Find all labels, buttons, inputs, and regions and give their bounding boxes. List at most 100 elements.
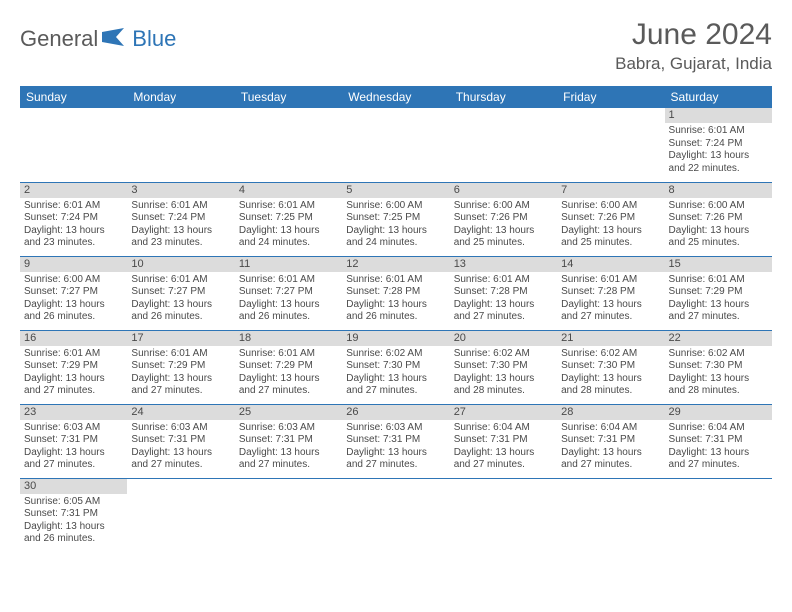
day-number: 14: [557, 257, 664, 272]
sunset-line: Sunset: 7:31 PM: [561, 434, 660, 447]
day-number-empty: [342, 479, 449, 494]
daylight-line: Daylight: 13 hours and 27 minutes.: [239, 373, 338, 398]
day-number-empty: [127, 479, 234, 494]
day-number: 29: [665, 405, 772, 420]
sunrise-line: Sunrise: 6:01 AM: [669, 125, 768, 138]
sunset-line: Sunset: 7:24 PM: [669, 138, 768, 151]
daylight-line: Daylight: 13 hours and 22 minutes.: [669, 150, 768, 175]
calendar-cell: 26Sunrise: 6:03 AMSunset: 7:31 PMDayligh…: [342, 404, 449, 478]
day-body: Sunrise: 6:02 AMSunset: 7:30 PMDaylight:…: [665, 346, 772, 400]
day-number-empty: [665, 479, 772, 494]
logo-text-general: General: [20, 26, 98, 52]
day-number-empty: [557, 479, 664, 494]
day-number: 2: [20, 183, 127, 198]
sunrise-line: Sunrise: 6:00 AM: [561, 200, 660, 213]
day-body: Sunrise: 6:04 AMSunset: 7:31 PMDaylight:…: [557, 420, 664, 474]
daylight-line: Daylight: 13 hours and 26 minutes.: [131, 299, 230, 324]
daylight-line: Daylight: 13 hours and 27 minutes.: [669, 299, 768, 324]
day-number-empty: [127, 108, 234, 123]
sunset-line: Sunset: 7:31 PM: [454, 434, 553, 447]
daylight-line: Daylight: 13 hours and 27 minutes.: [239, 447, 338, 472]
sunset-line: Sunset: 7:26 PM: [669, 212, 768, 225]
day-number: 12: [342, 257, 449, 272]
day-number-empty: [450, 108, 557, 123]
daylight-line: Daylight: 13 hours and 28 minutes.: [669, 373, 768, 398]
daylight-line: Daylight: 13 hours and 25 minutes.: [454, 225, 553, 250]
header: General Blue June 2024 Babra, Gujarat, I…: [20, 18, 772, 74]
calendar-cell: 29Sunrise: 6:04 AMSunset: 7:31 PMDayligh…: [665, 404, 772, 478]
daylight-line: Daylight: 13 hours and 26 minutes.: [24, 521, 123, 546]
calendar-week: 1Sunrise: 6:01 AMSunset: 7:24 PMDaylight…: [20, 108, 772, 182]
sunrise-line: Sunrise: 6:01 AM: [24, 348, 123, 361]
sunrise-line: Sunrise: 6:02 AM: [454, 348, 553, 361]
sunrise-line: Sunrise: 6:01 AM: [561, 274, 660, 287]
day-number: 1: [665, 108, 772, 123]
calendar-cell: 11Sunrise: 6:01 AMSunset: 7:27 PMDayligh…: [235, 256, 342, 330]
day-body: Sunrise: 6:04 AMSunset: 7:31 PMDaylight:…: [450, 420, 557, 474]
day-number: 9: [20, 257, 127, 272]
sunset-line: Sunset: 7:30 PM: [454, 360, 553, 373]
calendar-cell: 3Sunrise: 6:01 AMSunset: 7:24 PMDaylight…: [127, 182, 234, 256]
day-body: Sunrise: 6:01 AMSunset: 7:27 PMDaylight:…: [127, 272, 234, 326]
day-body: Sunrise: 6:01 AMSunset: 7:29 PMDaylight:…: [20, 346, 127, 400]
sunrise-line: Sunrise: 6:01 AM: [454, 274, 553, 287]
calendar-week: 30Sunrise: 6:05 AMSunset: 7:31 PMDayligh…: [20, 478, 772, 552]
day-number: 13: [450, 257, 557, 272]
daylight-line: Daylight: 13 hours and 28 minutes.: [561, 373, 660, 398]
calendar-cell: [342, 478, 449, 552]
calendar-cell: 12Sunrise: 6:01 AMSunset: 7:28 PMDayligh…: [342, 256, 449, 330]
daylight-line: Daylight: 13 hours and 26 minutes.: [24, 299, 123, 324]
calendar-table: SundayMondayTuesdayWednesdayThursdayFrid…: [20, 86, 772, 552]
sunrise-line: Sunrise: 6:03 AM: [24, 422, 123, 435]
day-body: Sunrise: 6:01 AMSunset: 7:24 PMDaylight:…: [665, 123, 772, 177]
calendar-cell: 9Sunrise: 6:00 AMSunset: 7:27 PMDaylight…: [20, 256, 127, 330]
sunset-line: Sunset: 7:27 PM: [24, 286, 123, 299]
sunrise-line: Sunrise: 6:04 AM: [669, 422, 768, 435]
sunset-line: Sunset: 7:29 PM: [669, 286, 768, 299]
sunrise-line: Sunrise: 6:01 AM: [669, 274, 768, 287]
day-number: 27: [450, 405, 557, 420]
sunrise-line: Sunrise: 6:01 AM: [239, 200, 338, 213]
sunset-line: Sunset: 7:27 PM: [239, 286, 338, 299]
day-number: 6: [450, 183, 557, 198]
calendar-cell: 15Sunrise: 6:01 AMSunset: 7:29 PMDayligh…: [665, 256, 772, 330]
day-body: Sunrise: 6:03 AMSunset: 7:31 PMDaylight:…: [235, 420, 342, 474]
sunrise-line: Sunrise: 6:01 AM: [131, 200, 230, 213]
day-body: Sunrise: 6:03 AMSunset: 7:31 PMDaylight:…: [20, 420, 127, 474]
day-number: 22: [665, 331, 772, 346]
day-number: 20: [450, 331, 557, 346]
calendar-cell: [235, 478, 342, 552]
calendar-cell: 19Sunrise: 6:02 AMSunset: 7:30 PMDayligh…: [342, 330, 449, 404]
calendar-cell: 2Sunrise: 6:01 AMSunset: 7:24 PMDaylight…: [20, 182, 127, 256]
calendar-week: 16Sunrise: 6:01 AMSunset: 7:29 PMDayligh…: [20, 330, 772, 404]
sunrise-line: Sunrise: 6:00 AM: [346, 200, 445, 213]
daylight-line: Daylight: 13 hours and 27 minutes.: [454, 299, 553, 324]
day-number: 4: [235, 183, 342, 198]
day-body: Sunrise: 6:01 AMSunset: 7:25 PMDaylight:…: [235, 198, 342, 252]
day-body: Sunrise: 6:01 AMSunset: 7:28 PMDaylight:…: [557, 272, 664, 326]
calendar-cell: [235, 108, 342, 182]
weekday-header: Sunday: [20, 86, 127, 108]
day-number: 10: [127, 257, 234, 272]
calendar-week: 2Sunrise: 6:01 AMSunset: 7:24 PMDaylight…: [20, 182, 772, 256]
day-number: 21: [557, 331, 664, 346]
daylight-line: Daylight: 13 hours and 23 minutes.: [131, 225, 230, 250]
location: Babra, Gujarat, India: [615, 54, 772, 74]
weekday-row: SundayMondayTuesdayWednesdayThursdayFrid…: [20, 86, 772, 108]
daylight-line: Daylight: 13 hours and 27 minutes.: [131, 447, 230, 472]
sunset-line: Sunset: 7:31 PM: [24, 508, 123, 521]
sunrise-line: Sunrise: 6:02 AM: [561, 348, 660, 361]
daylight-line: Daylight: 13 hours and 27 minutes.: [131, 373, 230, 398]
day-body: Sunrise: 6:02 AMSunset: 7:30 PMDaylight:…: [557, 346, 664, 400]
calendar-cell: 8Sunrise: 6:00 AMSunset: 7:26 PMDaylight…: [665, 182, 772, 256]
daylight-line: Daylight: 13 hours and 25 minutes.: [669, 225, 768, 250]
sunset-line: Sunset: 7:25 PM: [239, 212, 338, 225]
calendar-head: SundayMondayTuesdayWednesdayThursdayFrid…: [20, 86, 772, 108]
weekday-header: Thursday: [450, 86, 557, 108]
title-block: June 2024 Babra, Gujarat, India: [615, 18, 772, 74]
weekday-header: Saturday: [665, 86, 772, 108]
day-body: Sunrise: 6:03 AMSunset: 7:31 PMDaylight:…: [127, 420, 234, 474]
calendar-cell: 22Sunrise: 6:02 AMSunset: 7:30 PMDayligh…: [665, 330, 772, 404]
daylight-line: Daylight: 13 hours and 27 minutes.: [454, 447, 553, 472]
day-body: Sunrise: 6:00 AMSunset: 7:26 PMDaylight:…: [665, 198, 772, 252]
